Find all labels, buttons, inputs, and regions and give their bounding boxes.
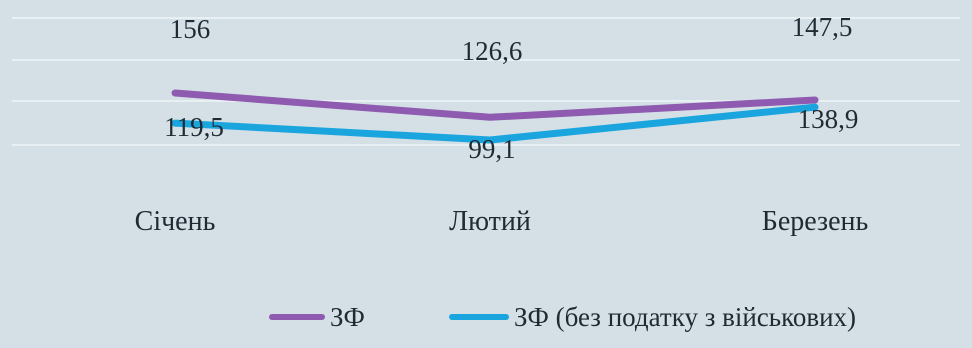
data-label: 119,5 [164,112,224,142]
data-label: 147,5 [792,12,853,42]
data-label: 138,9 [798,104,859,134]
series-line-1 [171,89,819,121]
legend-label: ЗФ (без податку з військових) [514,302,856,332]
category-label: Лютий [449,206,531,237]
category-labels: Січень Лютий Березень [135,206,869,237]
series-lines [171,89,819,144]
series-line-2 [171,103,819,144]
data-label: 126,6 [462,36,523,66]
gridlines [12,17,960,146]
legend: ЗФ ЗФ (без податку з військових) [269,302,856,332]
legend-label: ЗФ [330,302,365,332]
data-label: 156 [170,14,211,44]
data-label: 99,1 [468,134,515,164]
category-label: Березень [762,206,869,237]
data-labels: 156 126,6 147,5 119,5 99,1 138,9 [164,12,858,164]
category-label: Січень [135,206,216,237]
